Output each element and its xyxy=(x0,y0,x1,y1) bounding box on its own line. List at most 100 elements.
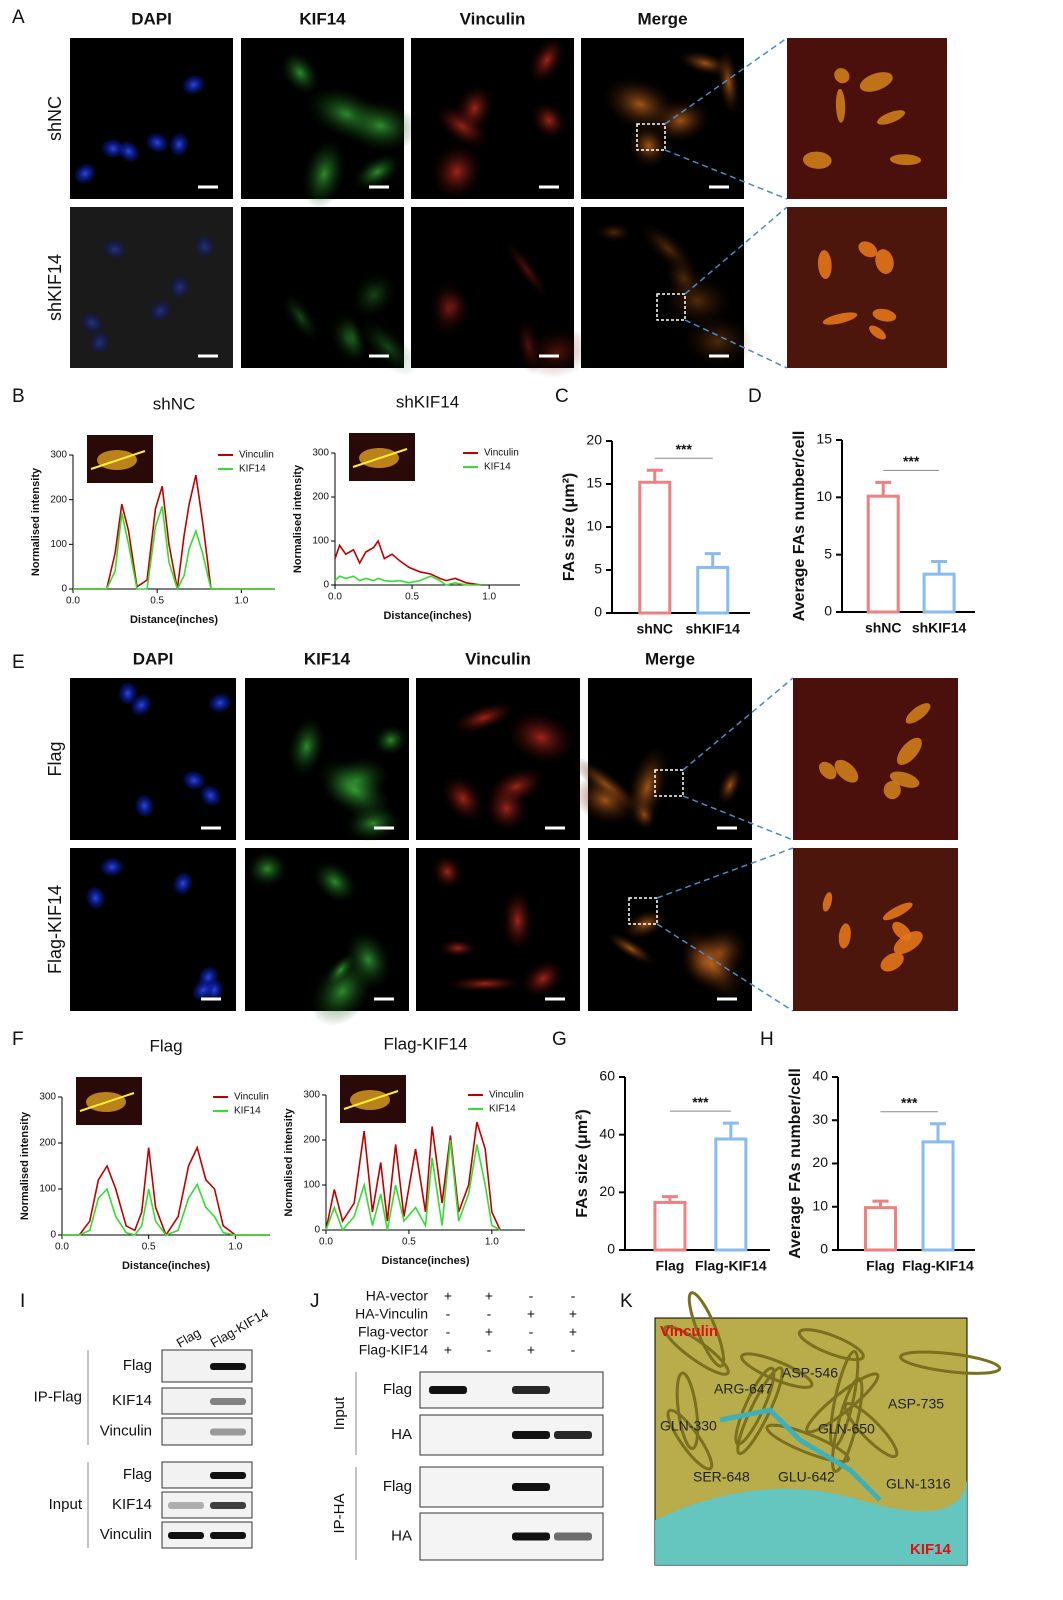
condition-sign: + xyxy=(444,1288,452,1304)
residue-label: GLN-1316 xyxy=(886,1476,951,1492)
plot-title: Flag xyxy=(149,1036,182,1055)
row-label: shNC xyxy=(45,96,65,141)
cell xyxy=(288,717,326,777)
focal-adhesion xyxy=(883,781,901,800)
y-tick-label: 20 xyxy=(599,1183,615,1199)
group-label: IP-HA xyxy=(331,1493,348,1533)
legend-label: KIF14 xyxy=(239,464,266,475)
legend-label: KIF14 xyxy=(234,1106,261,1117)
condition-sign: - xyxy=(529,1324,534,1340)
inset-line xyxy=(343,1090,399,1110)
panel-letter: J xyxy=(310,1291,320,1312)
cell xyxy=(146,133,168,153)
row-label: Flag xyxy=(383,1478,412,1495)
error-bar xyxy=(872,1199,889,1208)
category-label: shNC xyxy=(865,620,902,636)
category-label: Flag xyxy=(656,1258,685,1274)
y-tick-label: 100 xyxy=(312,536,329,547)
zoom-haze xyxy=(793,678,958,840)
focal-adhesion xyxy=(802,151,832,169)
y-axis-label: FAs size (μm²) xyxy=(561,473,578,581)
band xyxy=(512,1483,550,1491)
cell xyxy=(74,163,96,184)
row-label: HA xyxy=(391,1527,412,1544)
band xyxy=(210,1532,246,1539)
y-tick-label: 0 xyxy=(314,1225,320,1236)
significance: *** xyxy=(903,453,920,469)
cell xyxy=(452,701,516,734)
error-bar xyxy=(704,552,721,568)
profile-line xyxy=(73,474,275,590)
row-label: Flag xyxy=(45,741,65,776)
row-label: Flag xyxy=(383,1381,412,1398)
y-tick-label: 200 xyxy=(303,1135,320,1146)
cell xyxy=(302,138,347,209)
inset-line xyxy=(79,1092,135,1112)
y-tick-label: 15 xyxy=(816,431,832,447)
cell xyxy=(353,153,402,191)
cell xyxy=(516,316,542,376)
focal-adhesion xyxy=(822,892,833,912)
focal-adhesion xyxy=(877,110,906,125)
row-label: Vinculin xyxy=(100,1526,152,1543)
cell xyxy=(313,860,357,903)
cell xyxy=(431,143,483,200)
panel-letter: E xyxy=(12,652,25,673)
legend-label: KIF14 xyxy=(484,462,511,473)
condition-sign: - xyxy=(571,1288,576,1304)
legend-label: Vinculin xyxy=(239,450,274,461)
category-label: shKIF14 xyxy=(912,620,967,636)
band xyxy=(554,1532,592,1541)
residue-label: ARG-647 xyxy=(714,1381,773,1397)
condition-sign: + xyxy=(569,1324,577,1340)
focal-adhesion xyxy=(834,68,850,84)
channel-label: Merge xyxy=(645,649,695,668)
condition-sign: + xyxy=(569,1306,577,1322)
band xyxy=(429,1386,467,1394)
y-tick-label: 20 xyxy=(586,432,602,448)
panel-letter: H xyxy=(760,1029,774,1050)
y-tick-label: 0 xyxy=(61,584,67,595)
x-tick-label: 0.5 xyxy=(405,592,419,603)
blot-strip xyxy=(419,1466,604,1508)
cell xyxy=(282,293,319,341)
cell xyxy=(81,313,103,333)
condition-sign: - xyxy=(571,1342,576,1358)
y-tick-label: 15 xyxy=(586,475,602,491)
category-label: Flag-KIF14 xyxy=(902,1258,974,1274)
channel-label: Vinculin xyxy=(465,649,531,668)
cell xyxy=(679,927,745,1002)
x-tick-label: 1.0 xyxy=(228,1242,242,1253)
helix xyxy=(843,1401,899,1459)
y-tick-label: 300 xyxy=(50,450,67,461)
cell xyxy=(441,774,485,823)
row-label: KIF14 xyxy=(112,1496,152,1513)
row-label: Flag xyxy=(123,1357,152,1374)
cell xyxy=(90,331,110,354)
y-axis-label: Normalised intensity xyxy=(283,1108,295,1217)
panel-letter: F xyxy=(12,1029,24,1050)
cell xyxy=(431,854,463,889)
row-label: Vinculin xyxy=(100,1422,152,1439)
cell xyxy=(628,123,670,168)
zoom-box xyxy=(656,293,686,321)
plot-title: shNC xyxy=(153,394,196,413)
band xyxy=(512,1532,550,1541)
cell xyxy=(131,694,152,716)
helix xyxy=(797,1328,865,1362)
helix xyxy=(899,1350,1002,1375)
condition-sign: - xyxy=(487,1306,492,1322)
x-tick-label: 1.0 xyxy=(482,592,496,603)
cell xyxy=(135,794,154,817)
cell xyxy=(595,222,633,243)
cell xyxy=(625,745,670,830)
plot-title: shKIF14 xyxy=(396,392,459,411)
zoom-haze xyxy=(787,207,947,368)
y-tick-label: 40 xyxy=(599,1125,615,1141)
cell xyxy=(344,99,418,153)
y-tick-label: 100 xyxy=(50,539,67,550)
focal-adhesion xyxy=(872,308,897,322)
cell xyxy=(118,141,139,162)
cell xyxy=(717,766,743,805)
